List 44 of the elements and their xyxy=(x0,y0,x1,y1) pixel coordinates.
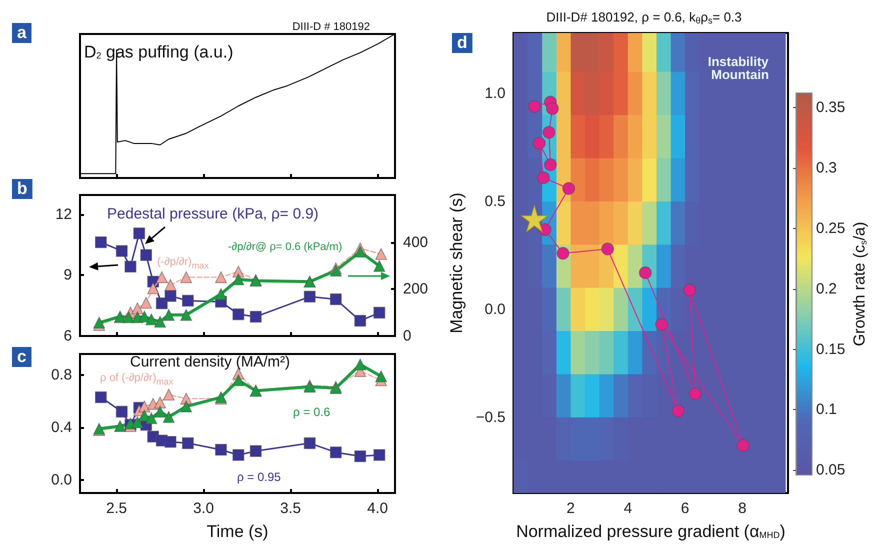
series-label: ρ = 0.95 xyxy=(237,470,282,484)
y-axis-title: Magnetic shear (s) xyxy=(447,192,466,334)
series-label: ρ = 0.6 xyxy=(293,405,331,419)
color-bar-title: Growth rate (cs/a) xyxy=(852,222,868,346)
color-bar-label: 0.1 xyxy=(816,401,837,418)
color-bar-label: 0.05 xyxy=(816,462,846,479)
x-axis-title: Normalized pressure gradient (αMHD) xyxy=(516,522,786,541)
y-tick-label: 0.5 xyxy=(484,192,506,210)
series-label: -∂p/∂r@ ρ= 0.6 (kPa/m) xyxy=(228,241,342,253)
y-tick-label: 0.4 xyxy=(51,418,72,436)
y2-tick-label: 400 xyxy=(403,234,428,251)
x-tick-label: 2 xyxy=(566,500,575,517)
color-bar-label: 0.15 xyxy=(816,340,846,358)
text: c xyxy=(17,347,26,366)
y2-tick-label: 200 xyxy=(403,280,428,298)
x-tick-label: 3.5 xyxy=(280,500,302,517)
x-tick-label: 4 xyxy=(624,500,632,517)
color-bar-label: 0.3 xyxy=(816,159,837,176)
text: b xyxy=(17,179,28,198)
y-tick-label: 6 xyxy=(64,328,72,344)
y-tick-label: 9 xyxy=(64,266,72,284)
x-axis-title: Time (s) xyxy=(206,522,268,541)
x-tick-label: 4.0 xyxy=(367,500,388,517)
color-bar-label: 0.2 xyxy=(816,280,837,298)
text: D2 gas puffing (a.u.) xyxy=(84,42,234,62)
y2-tick-label: 0 xyxy=(403,328,412,344)
y-tick-label: 1.0 xyxy=(484,84,506,102)
y-tick-label: −0.5 xyxy=(476,408,506,426)
annotation: Instability Mountain xyxy=(708,54,772,82)
x-tick-label: 6 xyxy=(680,500,690,517)
series-label: Pedestal pressure (kPa, ρ= 0.9) xyxy=(107,206,319,222)
color-bar-label: 0.35 xyxy=(816,99,846,116)
text: DIII-D # 180192 xyxy=(292,21,370,33)
y-tick-label: 0.0 xyxy=(51,471,72,488)
x-tick-label: 8 xyxy=(738,500,746,517)
chart-title: Current density (MA/m²) xyxy=(130,354,290,370)
x-tick-label: 2.5 xyxy=(106,500,127,517)
y-tick-label: 12 xyxy=(55,206,72,223)
y-tick-label: 0.8 xyxy=(51,366,72,384)
x-tick-label: 3.0 xyxy=(193,500,214,517)
y-tick-label: 0.0 xyxy=(484,300,506,318)
text: a xyxy=(17,23,27,42)
text: d xyxy=(457,33,468,52)
color-bar-label: 0.25 xyxy=(816,220,846,237)
